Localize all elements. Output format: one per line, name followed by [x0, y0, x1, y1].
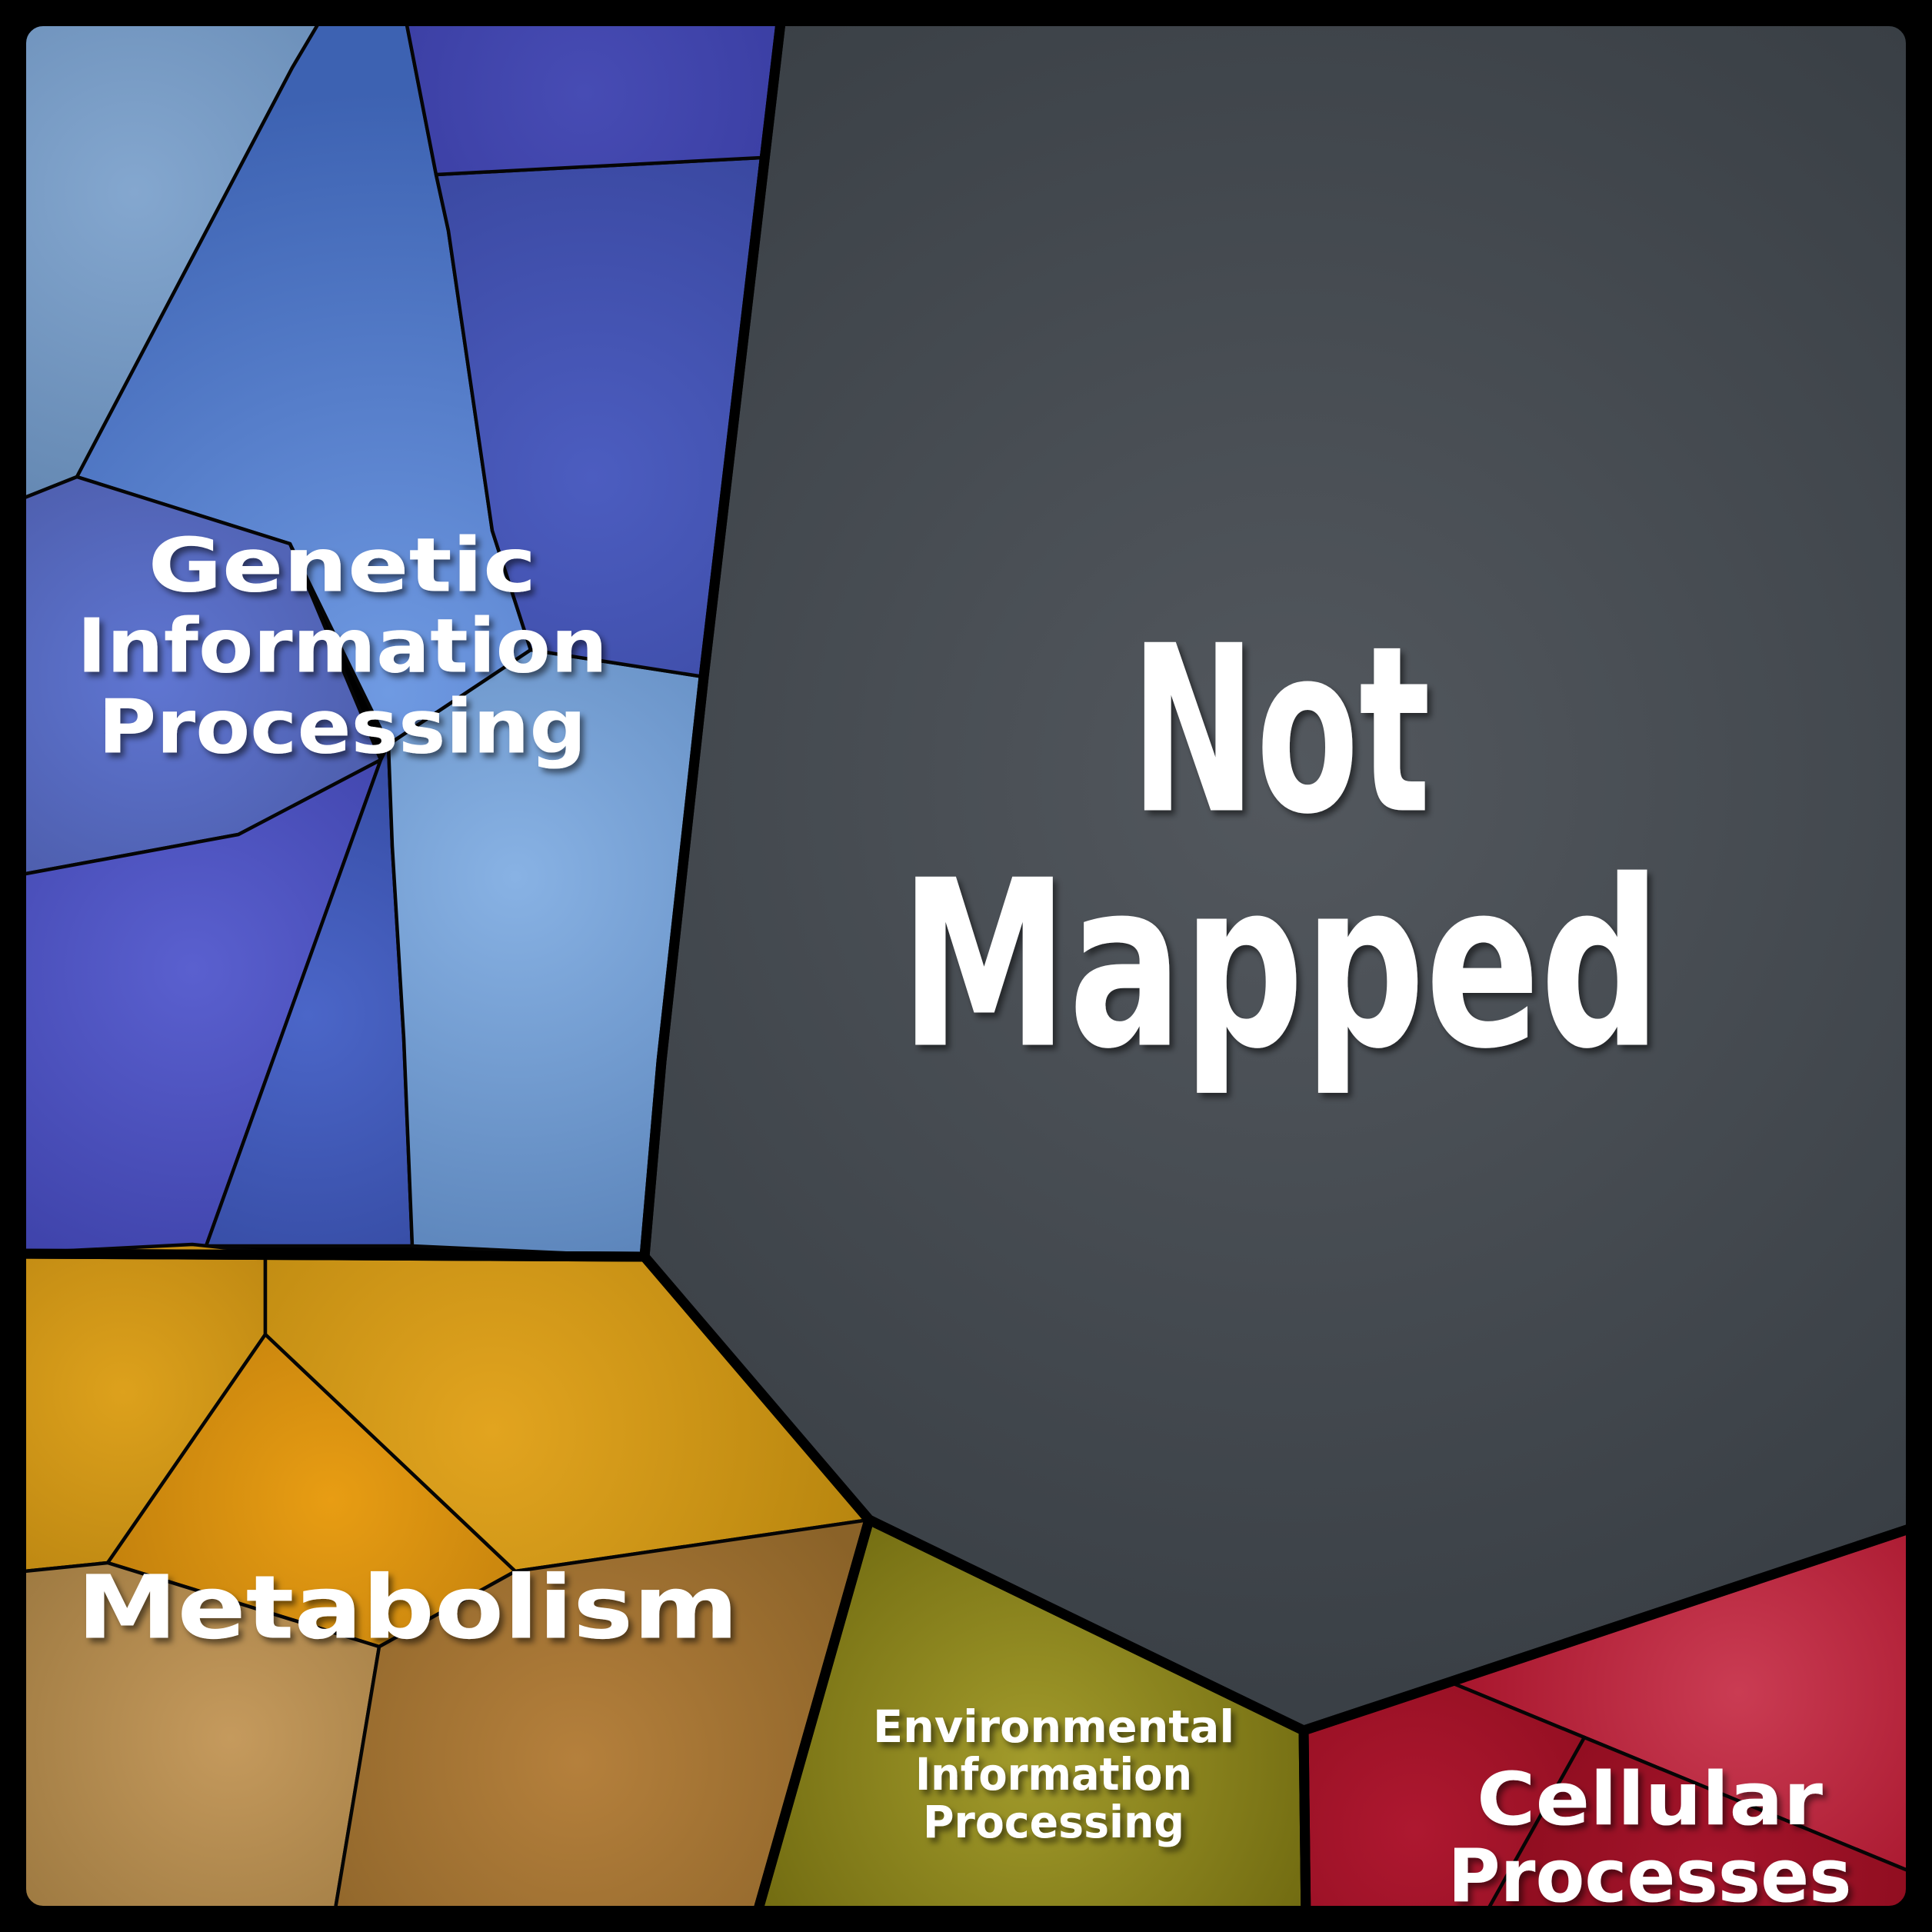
treemap-cells-layer [7, 7, 1925, 1925]
region-genetic-information-processing [7, 7, 784, 1259]
region-label-environmental-information-processing: Environmental Information Processing [873, 1700, 1234, 1848]
region-label-genetic-information-processing: Genetic Information Processing [77, 522, 608, 771]
region-label-not-mapped: Not Mapped [900, 597, 1661, 1100]
region-label-cellular-processes: Cellular Processes [1448, 1757, 1852, 1919]
region-label-metabolism: Metabolism [77, 1557, 738, 1659]
region-metabolism [7, 1242, 871, 1925]
cell-gip-8[interactable] [401, 7, 784, 177]
region-labels-layer: Genetic Information Processing Not Mapped Met… [77, 522, 1852, 1920]
